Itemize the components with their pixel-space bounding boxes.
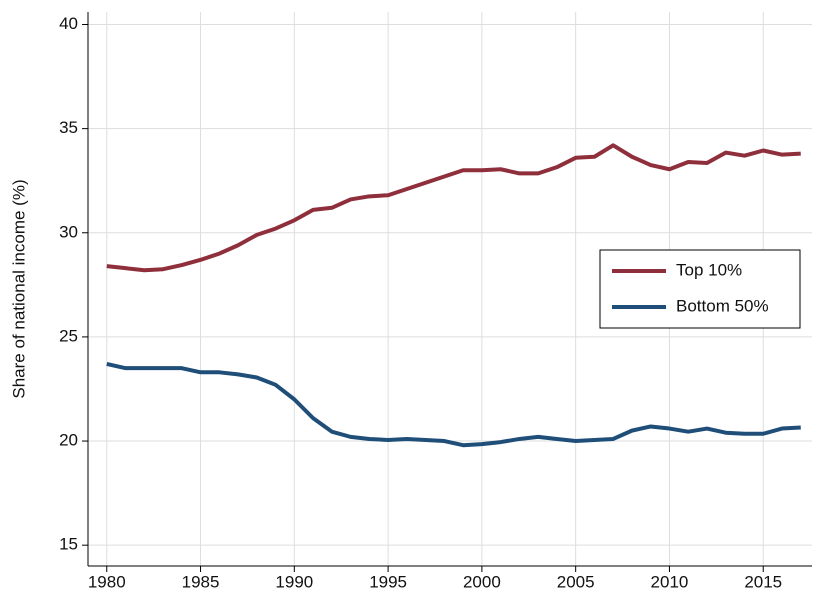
y-tick-label: 30 [59,222,78,241]
x-tick-label: 2005 [557,572,595,591]
y-axis-label: Share of national income (%) [9,179,28,398]
y-tick-label: 20 [59,431,78,450]
series-line [106,143,801,273]
y-tick-label: 35 [59,118,78,137]
x-tick-label: 1985 [182,572,220,591]
series-line [106,362,801,448]
legend-box [599,249,801,329]
legend-label: Bottom 50% [676,296,769,315]
x-tick-label: 1990 [275,572,313,591]
x-tick-label: 2000 [463,572,501,591]
y-tick-label: 15 [59,535,78,554]
y-tick-label: 40 [59,14,78,33]
x-tick-label: 2010 [651,572,689,591]
x-tick-label: 2015 [744,572,782,591]
x-tick-label: 1980 [88,572,126,591]
legend-label: Top 10% [676,260,742,279]
x-tick-label: 1995 [369,572,407,591]
y-tick-label: 25 [59,326,78,345]
